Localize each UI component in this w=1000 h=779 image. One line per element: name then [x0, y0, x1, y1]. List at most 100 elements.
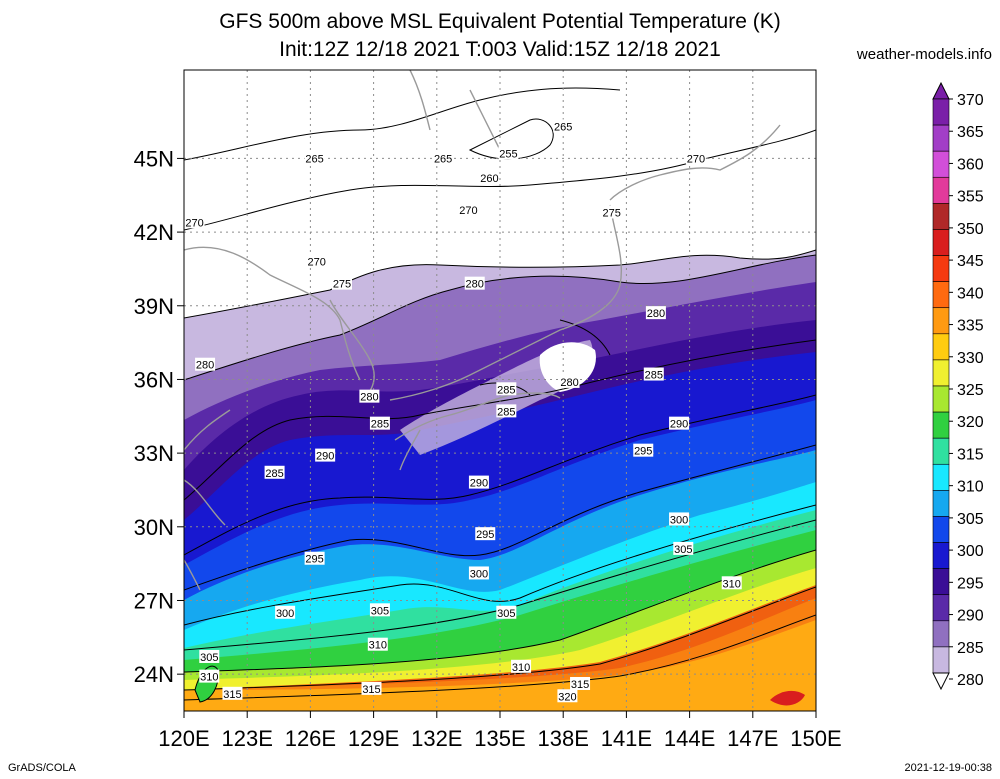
lat-tick-label: 42N [134, 220, 174, 245]
colorbar-swatch [932, 463, 950, 491]
contour-label-text: 315 [571, 679, 589, 691]
colorbar-swatch [932, 385, 950, 413]
colorbar-swatch [932, 307, 950, 335]
colorbar-swatch [932, 150, 950, 178]
contour-label: 285 [264, 465, 285, 480]
contour-label: 305 [199, 649, 220, 664]
latitude-axis: 45N 42N 39N 36N 33N 30N 27N 24N [134, 146, 184, 687]
contour-label-bg [645, 306, 666, 320]
colorbar-swatch [932, 646, 950, 674]
contour-label-text: 315 [362, 684, 380, 696]
contour-label-bg [468, 475, 489, 489]
contour-label-text: 305 [200, 652, 218, 664]
contour-label-text: 305 [497, 608, 515, 620]
contour-label: 285 [496, 382, 517, 396]
colorbar-label: 300 [957, 543, 984, 560]
contour-label-text: 305 [371, 605, 389, 617]
colorbar-label: 355 [957, 189, 984, 206]
contour-label: 275 [332, 276, 352, 291]
contour-label-bg [361, 681, 382, 695]
contour-label-text: 300 [470, 568, 488, 580]
contour-label: 280 [645, 306, 666, 320]
contour-label-text: 285 [371, 419, 389, 431]
lon-tick-label: 129E [348, 726, 399, 751]
contour-label-bg [332, 276, 352, 290]
contour-label-text: 280 [196, 360, 214, 372]
contour-label: 315 [222, 686, 243, 701]
colorbar-swatch [932, 594, 950, 622]
colorbar-swatch [932, 516, 950, 543]
band-345-patch [770, 690, 805, 706]
contour-label-bg [557, 689, 578, 703]
contour-label: 300 [468, 566, 489, 580]
contour-label: 305 [496, 605, 517, 620]
colorbar-swatch [932, 255, 950, 282]
lon-tick-label: 144E [664, 726, 715, 751]
lat-tick-label: 30N [134, 515, 174, 540]
contour-label: 285 [369, 416, 390, 431]
contour-label: 310 [367, 637, 388, 652]
lat-tick-label: 39N [134, 294, 174, 319]
contour-label-bg [458, 202, 479, 216]
contour-label-bg [721, 576, 742, 590]
lon-tick-label: 123E [222, 726, 273, 751]
contour-label-text: 300 [670, 514, 688, 526]
contour-label-text: 280 [360, 392, 378, 404]
contour-label-text: 265 [554, 121, 572, 133]
lon-tick-label: 147E [727, 726, 778, 751]
contour-label: 295 [475, 527, 496, 541]
colorbar-bottom-arrow [932, 672, 950, 691]
contour-label-bg [601, 205, 622, 219]
contour-label-text: 280 [560, 377, 578, 389]
colorbar-swatch [932, 411, 950, 439]
contour-label-bg [304, 151, 325, 165]
contour-label-text: 285 [497, 406, 515, 418]
contour-label-bg [511, 659, 532, 673]
contour-label-text: 275 [333, 279, 351, 291]
contour-label-bg [369, 416, 390, 430]
contour-label-text: 310 [512, 662, 530, 674]
map-subtitle: Init:12Z 12/18 2021 T:003 Valid:15Z 12/1… [279, 38, 721, 61]
lon-tick-label: 135E [474, 726, 525, 751]
contour-label-bg [669, 416, 690, 430]
contour-label: 315 [361, 681, 382, 696]
contour-label-bg [559, 374, 580, 388]
colorbar-label: 295 [957, 575, 984, 592]
timestamp: 2021-12-19-00:38 [904, 762, 992, 774]
contour-label: 310 [721, 576, 742, 590]
contour-label-text: 295 [634, 446, 652, 458]
contour-label-text: 270 [308, 257, 326, 269]
contour-label: 310 [199, 669, 220, 684]
contour-label-bg [553, 119, 574, 133]
contour-label-text: 310 [723, 578, 741, 590]
colorbar-swatch [932, 568, 950, 596]
contour-label: 260 [479, 171, 500, 185]
contour-label-text: 270 [687, 153, 705, 165]
software-credit: GrADS/COLA [8, 762, 76, 774]
contour-label-text: 285 [265, 468, 283, 480]
contour-label: 290 [315, 448, 336, 463]
contour-label-bg [496, 404, 517, 418]
contour-label: 270 [685, 151, 706, 165]
lon-tick-label: 126E [285, 726, 336, 751]
colorbar-label: 340 [957, 285, 984, 302]
colorbar-swatch [932, 437, 950, 465]
colorbar-label: 280 [957, 672, 984, 689]
contour-label-text: 285 [645, 370, 663, 382]
contour-label-bg [685, 151, 706, 165]
lon-tick-label: 150E [790, 726, 841, 751]
colorbar-label: 325 [957, 382, 984, 399]
contour-label: 310 [511, 659, 532, 674]
contour-label: 290 [669, 416, 690, 431]
contour-label: 285 [496, 404, 517, 418]
contour-label-text: 310 [369, 640, 387, 652]
map-title: GFS 500m above MSL Equivalent Potential … [219, 10, 781, 33]
coastlines [184, 70, 781, 591]
contour-label: 280 [359, 389, 380, 404]
contour-label-bg [475, 527, 496, 541]
colorbar-label: 290 [957, 608, 984, 625]
contour-label-text: 265 [434, 153, 452, 165]
contour-label-text: 280 [466, 279, 484, 291]
